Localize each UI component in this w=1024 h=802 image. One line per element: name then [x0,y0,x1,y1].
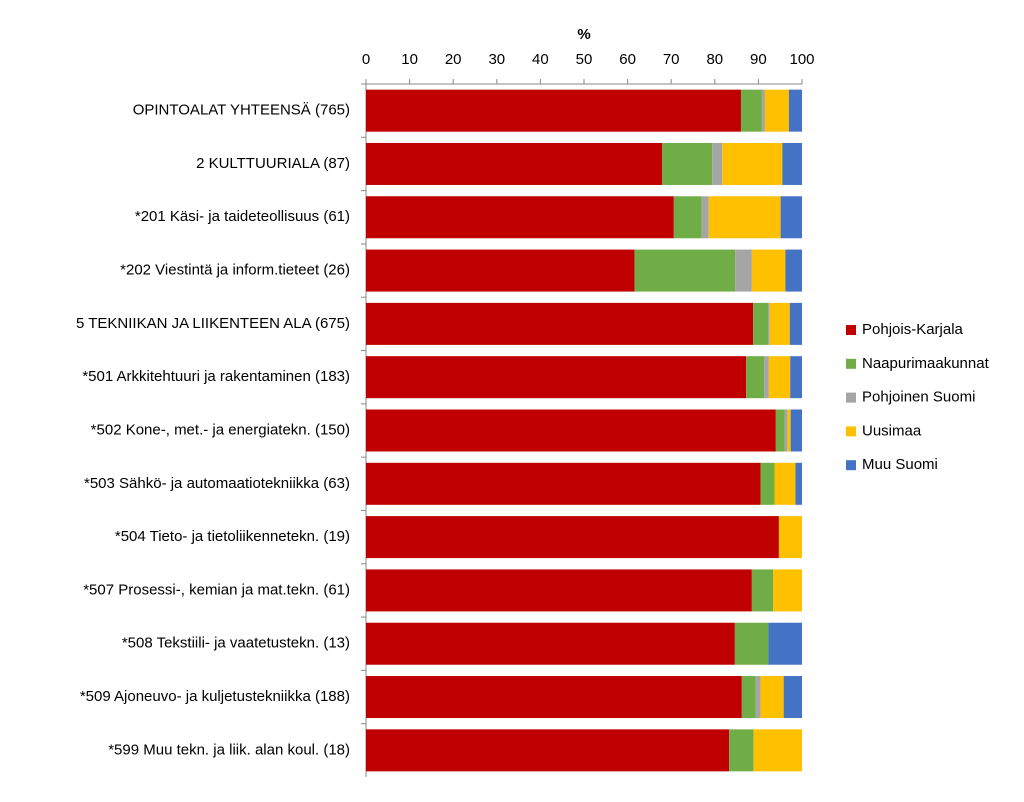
bar-segment [712,142,723,185]
bar-segment [755,676,761,719]
bar-segment [774,462,796,505]
x-tick-label: 10 [401,51,418,68]
x-tick-label: 70 [663,51,680,68]
legend-label: Muu Suomi [862,456,938,473]
x-tick-label: 30 [488,51,505,68]
bar-segment [366,569,752,612]
bar-segment [673,196,702,239]
y-tick-label: *502 Kone-, met.- ja energiatekn. (150) [91,421,350,438]
bar-segment [701,196,709,239]
legend-label: Uusimaa [862,422,922,439]
bar-segment [734,622,769,665]
x-tick-label: 80 [706,51,723,68]
bar-segment [788,89,802,132]
legend-swatch [846,325,856,335]
x-tick-label: 100 [789,51,814,68]
bar-segment [751,249,786,292]
legend-swatch [846,426,856,437]
bar-segment [767,302,770,345]
bar-segment [764,356,769,399]
bar-segment [787,409,791,452]
bar-segment [741,676,756,719]
y-tick-label: *507 Prosessi-, kemian ja mat.tekn. (61) [83,581,350,598]
y-tick-label: OPINTOALAT YHTEENSÄ (765) [133,102,350,119]
bar-segment [366,249,635,292]
bar-segment [753,729,802,772]
legend-label: Pohjois-Karjala [862,321,964,338]
bar-segment [366,356,747,399]
x-tick-label: 60 [619,51,636,68]
bar-segment [751,569,774,612]
bar-segment [784,409,788,452]
y-tick-label: *503 Sähkö- ja automaatiotekniikka (63) [84,475,350,492]
bar-segment [780,196,802,239]
x-tick-label: 90 [750,51,767,68]
bar-segment [366,409,776,452]
bar-segment [761,89,765,132]
bar-segment [735,249,752,292]
legend-label: Naapurimaakunnat [862,355,990,372]
bar-segment [773,569,802,612]
bar-segment [768,356,791,399]
y-tick-label: *508 Tekstiili- ja vaatetustekn. (13) [122,635,350,652]
bar-segment [753,302,768,345]
bar-segment [722,142,783,185]
bar-segment [662,142,713,185]
bar-segment [366,196,674,239]
bar-segment [366,622,735,665]
bar-segment [795,462,802,505]
y-tick-label: 5 TEKNIIKAN JA LIIKENTEEN ALA (675) [76,315,350,332]
y-tick-label: *599 Muu tekn. ja liik. alan koul. (18) [108,741,350,758]
y-tick-label: *202 Viestintä ja inform.tieteet (26) [120,262,350,279]
bar-segment [746,356,765,399]
bar-segment [729,729,754,772]
bar-segment [790,356,802,399]
legend-swatch [846,358,856,369]
bar-segment [366,462,761,505]
x-tick-label: 40 [532,51,549,68]
y-tick-label: *201 Käsi- ja taideteollisuus (61) [135,208,350,225]
bar-segment [760,462,775,505]
x-tick-label: 50 [576,51,593,68]
bar-segment [366,302,754,345]
legend-swatch [846,460,856,471]
x-tick-label: 0 [362,51,370,68]
y-tick-label: 2 KULTTUURIALA (87) [196,155,350,172]
legend-swatch [846,392,856,403]
bar-segment [366,676,742,719]
bar-segment [775,409,785,452]
bar-segment [366,89,741,132]
y-tick-label: *509 Ajoneuvo- ja kuljetustekniikka (188… [80,688,350,705]
bar-segment [366,142,663,185]
bar-segment [634,249,736,292]
x-tick-label: 20 [445,51,462,68]
bar-segment [366,516,779,559]
bar-segment [769,302,790,345]
bar-segment [768,622,802,665]
bar-segment [789,302,802,345]
bar-segment [760,676,784,719]
bar-segment [740,89,762,132]
bar-segment [783,676,802,719]
bar-segment [778,516,802,559]
legend-label: Pohjoinen Suomi [862,389,975,406]
bar-segment [782,142,802,185]
bar-segment [366,729,730,772]
y-tick-label: *501 Arkkitehtuuri ja rakentaminen (183) [82,368,350,385]
y-tick-label: *504 Tieto- ja tietoliikennetekn. (19) [115,528,350,545]
bar-segment [790,409,802,452]
bar-segment [764,89,789,132]
bar-segment [708,196,781,239]
bar-segment [785,249,802,292]
axis-label: % [577,26,590,43]
